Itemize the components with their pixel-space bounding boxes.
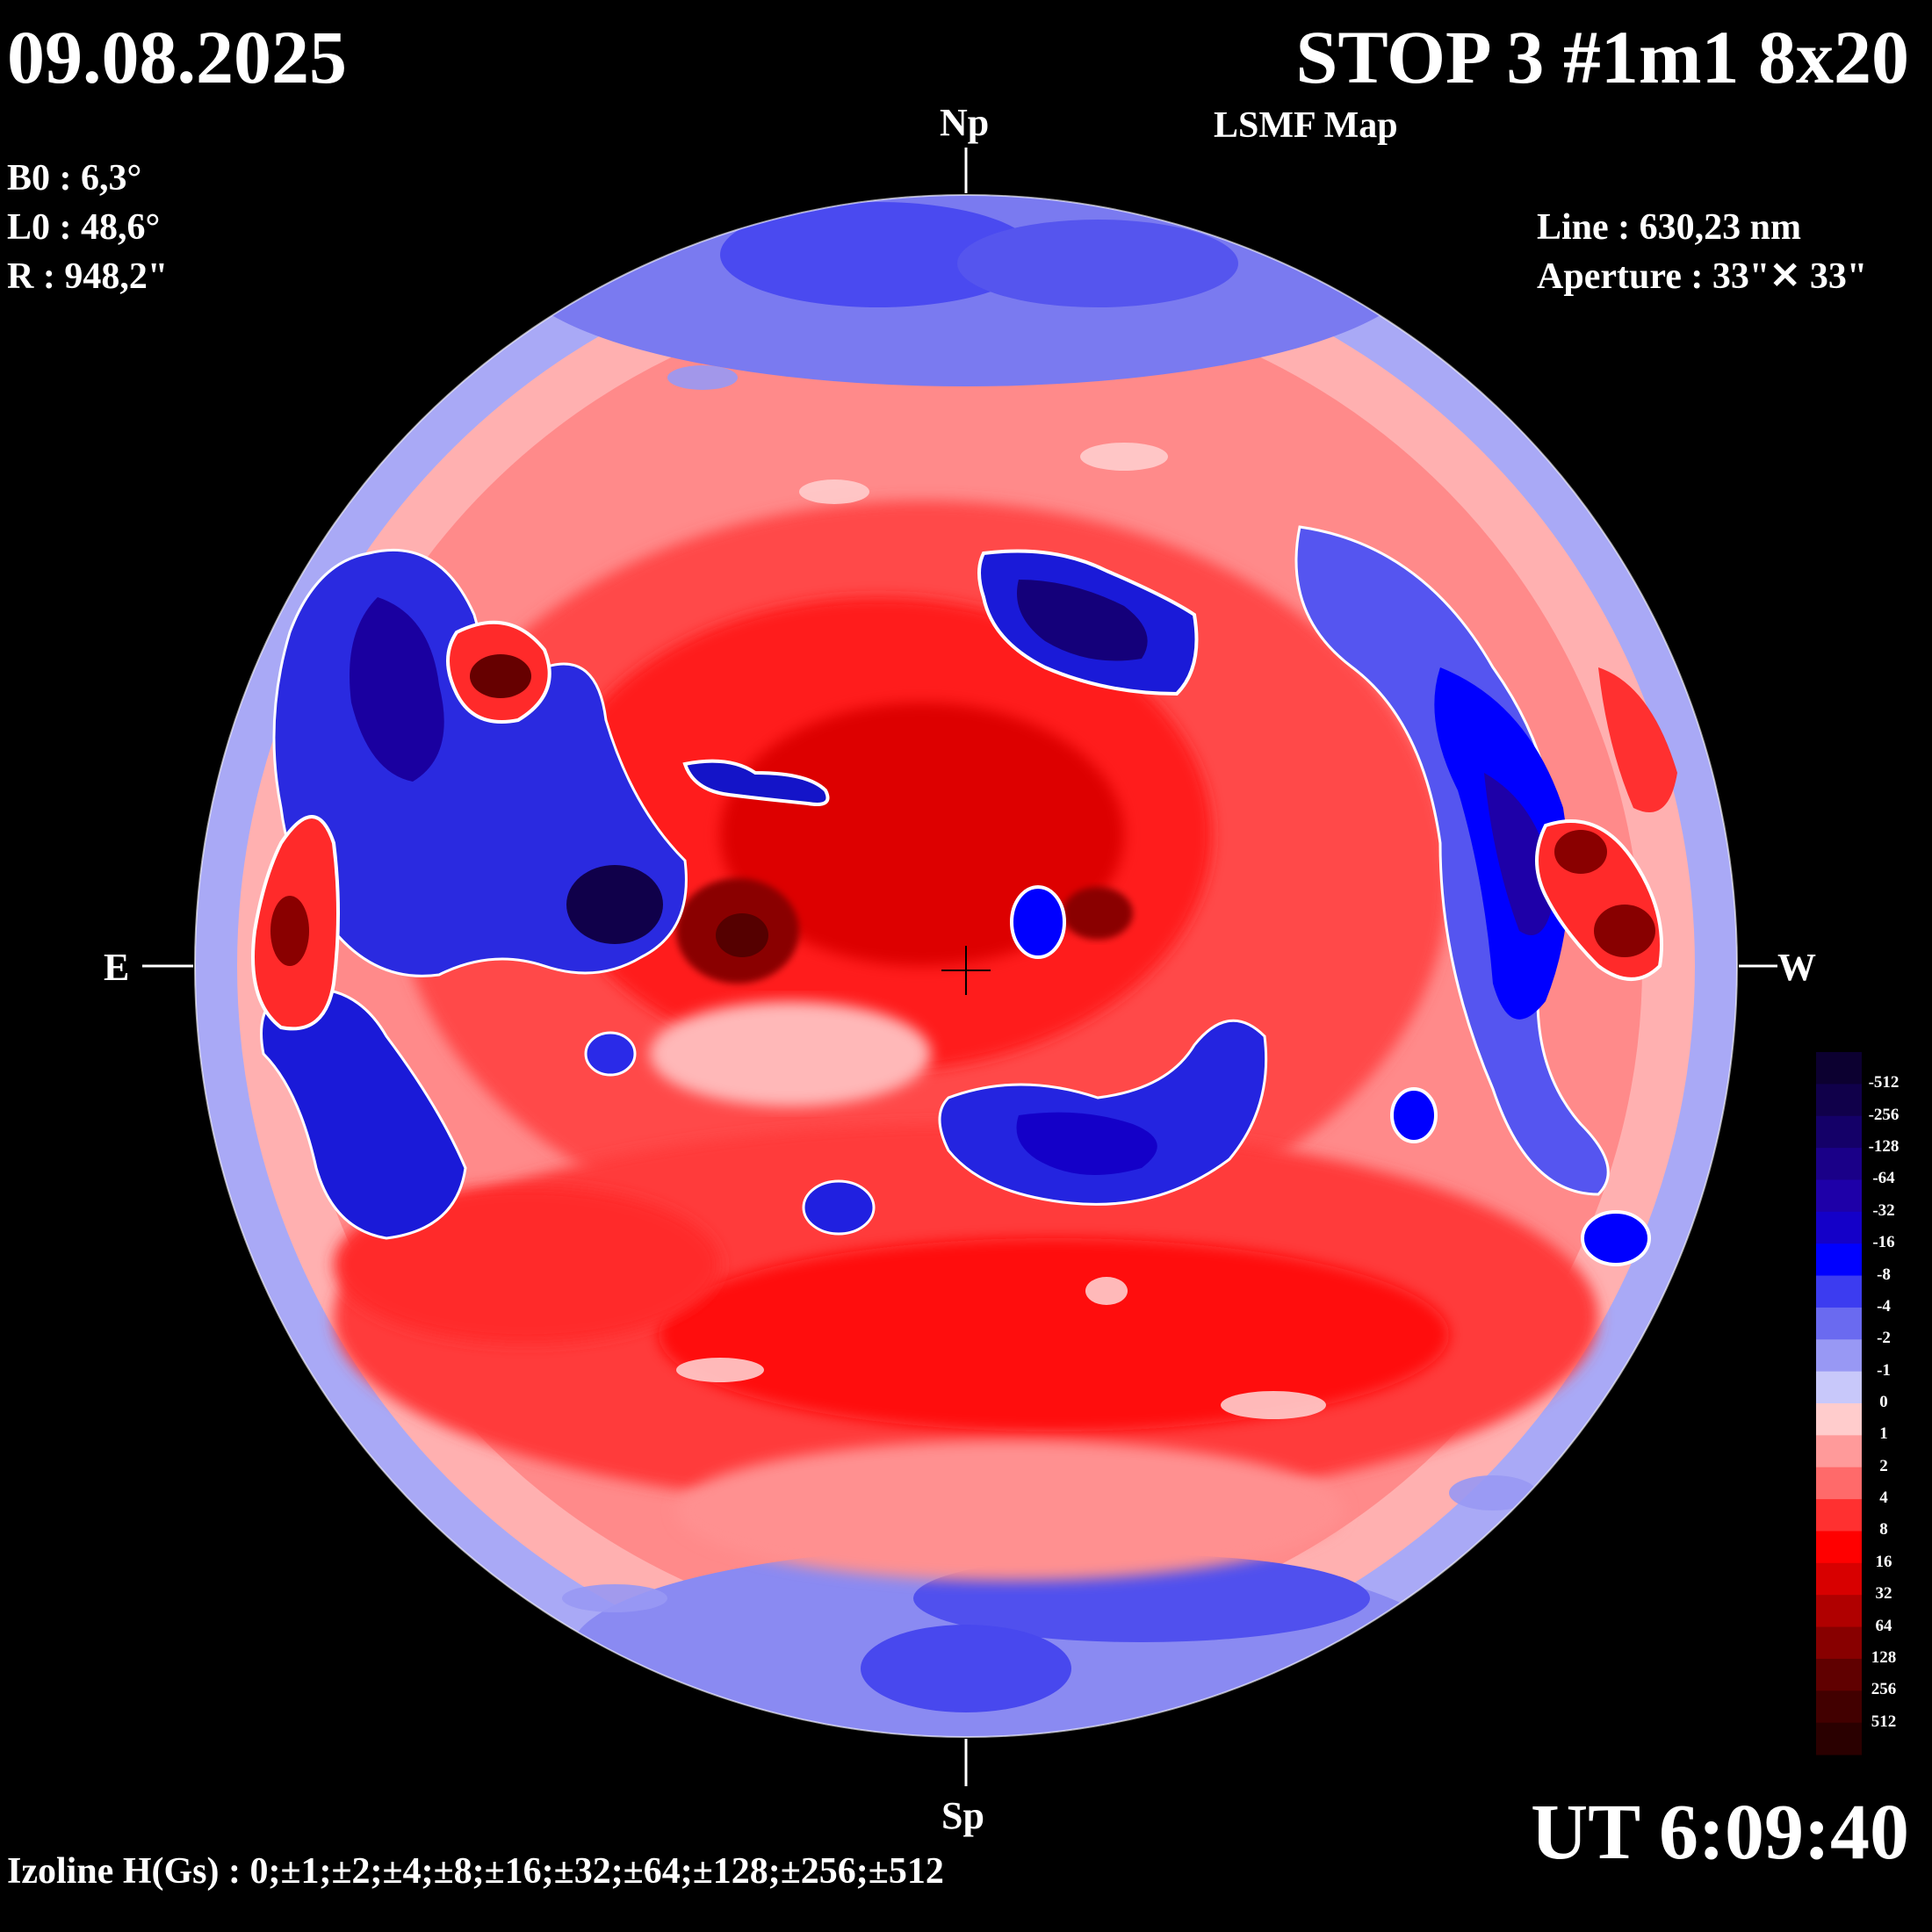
disc-center-cross (941, 946, 991, 995)
param-radius: R : 948,2" (7, 256, 169, 297)
colorbar-swatch (1816, 1658, 1862, 1691)
colorbar-swatch (1816, 1179, 1862, 1213)
colorbar-label: 128 (1871, 1647, 1897, 1667)
colorbar-label: -8 (1877, 1265, 1891, 1284)
colorbar-swatch (1816, 1626, 1862, 1660)
axis-ticks (142, 148, 1777, 1786)
solar-disc (195, 195, 1737, 1737)
colorbar-label: -1 (1877, 1360, 1891, 1380)
colorbar-swatch (1816, 1148, 1862, 1180)
west-label: W (1777, 946, 1816, 989)
colorbar-label: 256 (1871, 1680, 1897, 1699)
colorbar-swatch (1816, 1307, 1862, 1340)
colorbar-label: 8 (1879, 1520, 1888, 1539)
colorbar-swatch (1816, 1531, 1862, 1564)
colorbar-label: 4 (1879, 1489, 1888, 1508)
colorbar-label: 1 (1879, 1424, 1888, 1444)
colorbar-swatch (1816, 1499, 1862, 1532)
colorbar-swatch (1816, 1467, 1862, 1500)
south-pole-label: Sp (941, 1794, 984, 1837)
colorbar-label: 64 (1875, 1616, 1892, 1635)
east-label: E (104, 946, 130, 989)
colorbar-label: 512 (1871, 1712, 1897, 1731)
observation-date: 09.08.2025 (7, 15, 347, 99)
colorbar-label: -128 (1868, 1137, 1900, 1157)
colorbar (1816, 1052, 1862, 1755)
colorbar-label: -256 (1868, 1105, 1900, 1124)
ut-time: UT 6:09:40 (1531, 1789, 1909, 1876)
colorbar-label: 0 (1879, 1393, 1888, 1411)
colorbar-swatch (1816, 1371, 1862, 1404)
colorbar-label: 32 (1875, 1584, 1892, 1604)
colorbar-swatch (1816, 1690, 1862, 1724)
param-l0: L0 : 48,6° (7, 207, 161, 248)
colorbar-swatch (1816, 1595, 1862, 1628)
colorbar-label: -4 (1877, 1296, 1891, 1316)
colorbar-swatch (1816, 1562, 1862, 1596)
colorbar-label: -64 (1872, 1169, 1895, 1188)
colorbar-swatch (1816, 1275, 1862, 1308)
colorbar-label: 16 (1875, 1552, 1892, 1571)
colorbar-label: -2 (1877, 1329, 1891, 1348)
colorbar-label: -16 (1872, 1233, 1895, 1252)
colorbar-swatch (1816, 1084, 1862, 1117)
colorbar-swatch (1816, 1244, 1862, 1277)
param-b0: B0 : 6,3° (7, 158, 142, 198)
colorbar-label: -32 (1872, 1200, 1895, 1220)
colorbar-swatch (1816, 1052, 1862, 1085)
param-aperture: Aperture : 33"✕ 33" (1537, 256, 1868, 297)
param-line: Line : 630,23 nm (1537, 207, 1802, 248)
colorbar-swatch (1816, 1722, 1862, 1755)
map-title: STOP 3 #1m1 8x20 (1295, 15, 1909, 99)
north-pole-label: Np (940, 101, 990, 144)
colorbar-swatch (1816, 1211, 1862, 1244)
colorbar-label: -512 (1868, 1073, 1900, 1092)
colorbar-swatch (1816, 1435, 1862, 1468)
izoline-legend: Izoline H(Gs) : 0;±1;±2;±4;±8;±16;±32;±6… (7, 1851, 944, 1892)
colorbar-swatch (1816, 1115, 1862, 1149)
colorbar-swatch (1816, 1403, 1862, 1436)
map-subtitle: LSMF Map (1214, 105, 1398, 146)
colorbar-label: 2 (1879, 1456, 1888, 1475)
colorbar-swatch (1816, 1339, 1862, 1373)
